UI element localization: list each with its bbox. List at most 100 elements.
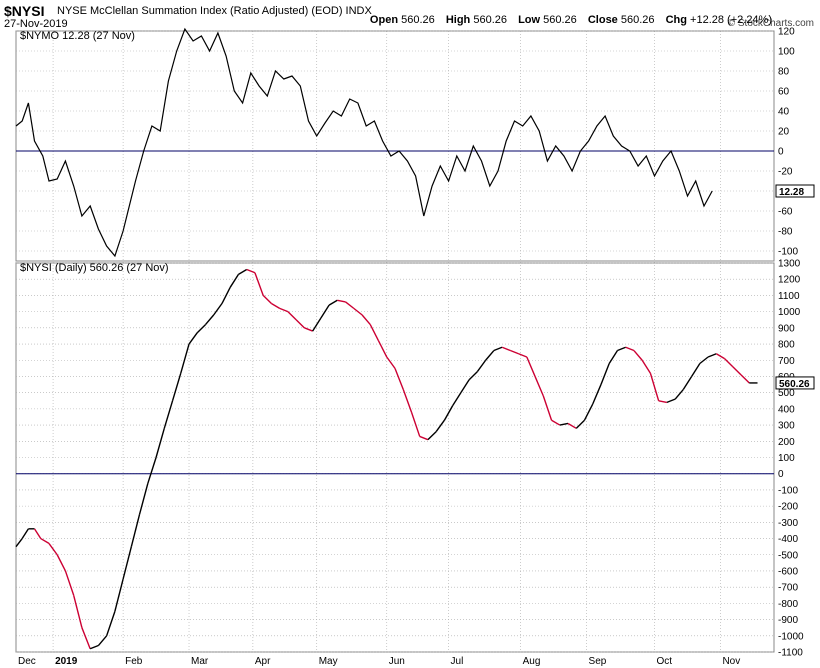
open-quote: Open 560.26	[370, 14, 435, 26]
nysi-series-segment	[608, 350, 619, 364]
nysi-series-segment	[171, 373, 182, 401]
x-tick-label: May	[319, 656, 338, 667]
nysi-series-segment	[493, 346, 503, 352]
nysi-series-segment	[443, 405, 454, 421]
nysi-series-segment	[377, 340, 388, 358]
nysi-series-segment	[122, 546, 133, 580]
nysi-series-segment	[147, 457, 157, 484]
nysi-series-segment	[600, 363, 610, 385]
nysi-series-segment	[649, 373, 660, 401]
x-tick-label: Jul	[451, 656, 464, 667]
y-tick-label: 1000	[778, 307, 801, 318]
nysi-series-segment	[163, 400, 174, 429]
x-tick-label: Dec	[18, 656, 36, 667]
nysi-series-segment	[666, 398, 676, 404]
symbol-title: $NYSI	[4, 3, 45, 19]
y-tick-label: 200	[778, 437, 795, 448]
x-tick-label: Mar	[191, 656, 209, 667]
close-value: 560.26	[620, 14, 655, 26]
nysi-series-segment	[279, 307, 289, 313]
nysi-series-segment	[369, 324, 380, 342]
y-tick-label: 100	[778, 453, 795, 464]
x-tick-label: Sep	[589, 656, 607, 667]
chg-quote: Chg +12.28 (+2.24%)	[666, 14, 772, 26]
nysi-series-segment	[229, 273, 240, 288]
y-tick-label: -200	[778, 502, 798, 513]
nysi-series-segment	[460, 379, 470, 394]
y-tick-label: 100	[778, 47, 795, 58]
nysi-series-segment	[724, 358, 734, 368]
x-tick-label: 2019	[55, 656, 78, 667]
nysi-series-segment	[196, 324, 206, 334]
nysi-series-segment	[542, 395, 553, 421]
nysi-series-segment	[221, 286, 231, 304]
nysi-series-segment	[419, 435, 429, 441]
y-tick-label: 0	[778, 147, 784, 158]
nysi-series-segment	[394, 368, 404, 390]
chart-date: 27-Nov-2019	[4, 18, 68, 30]
nysi-series-segment	[81, 627, 91, 650]
nysi-series-segment	[699, 356, 709, 365]
y-tick-label: -60	[778, 207, 793, 218]
nysi-series-segment	[501, 346, 511, 352]
nysi-series-segment	[567, 422, 577, 429]
y-tick-label: 120	[778, 27, 795, 38]
open-value: 560.26	[401, 14, 435, 26]
y-tick-label: 1300	[778, 259, 801, 270]
y-tick-label: 1100	[778, 291, 800, 302]
nysi-series-segment	[180, 343, 190, 374]
nysi-series-segment	[510, 349, 519, 355]
last-value-label: 560.26	[779, 379, 810, 390]
y-tick-label: 60	[778, 87, 790, 98]
nysi-series-segment	[617, 346, 626, 352]
nysi-series-segment	[312, 317, 322, 332]
y-tick-label: -100	[778, 485, 798, 496]
y-tick-label: 800	[778, 340, 795, 351]
y-tick-label: 20	[778, 127, 790, 138]
brand-watermark: © StockCharts.com	[727, 18, 814, 29]
y-tick-label: 80	[778, 67, 790, 78]
nysi-series-segment	[33, 528, 42, 539]
nysi-series-segment	[715, 353, 725, 360]
low-quote: Low 560.26	[518, 14, 577, 26]
y-tick-label: -20	[778, 167, 793, 178]
last-value-label: 12.28	[779, 187, 804, 198]
y-tick-label: -600	[778, 566, 798, 577]
nysi-series-segment	[287, 311, 297, 321]
nysi-series-segment	[64, 570, 75, 596]
chart-header: $NYSI NYSE McClellan Summation Index (Ra…	[0, 0, 820, 32]
close-quote: Close 560.26	[588, 14, 655, 26]
nysi-series-segment	[246, 268, 256, 274]
y-tick-label: -400	[778, 534, 798, 545]
nysi-series-segment	[583, 403, 594, 421]
nysi-series-segment	[72, 595, 83, 628]
nysi-series-segment	[361, 314, 371, 326]
y-tick-label: 40	[778, 107, 790, 118]
last-value-tag	[775, 184, 815, 198]
nysi-series-segment	[452, 392, 462, 407]
nysi-series-segment	[592, 384, 602, 405]
nysi-series-segment	[658, 400, 668, 404]
nysi-series-segment	[188, 332, 198, 345]
nysi-series-segment	[138, 483, 149, 515]
nysi-series-segment	[48, 542, 58, 556]
nysi-series-segment	[262, 294, 272, 305]
nysi-series-segment	[625, 346, 635, 352]
nysi-series-segment	[97, 635, 108, 646]
nysi-series-segment	[353, 307, 363, 316]
nysi-series-segment	[674, 388, 684, 400]
y-tick-label: 900	[778, 323, 795, 334]
nysi-series-segment	[559, 422, 569, 426]
nysi-series-segment	[691, 363, 701, 377]
nysi-series-segment	[56, 554, 67, 572]
x-tick-label: Feb	[125, 656, 143, 667]
nysi-series-segment	[732, 366, 742, 376]
y-tick-label: -100	[778, 247, 798, 258]
panel-label: $NYMO 12.28 (27 Nov)	[20, 30, 135, 42]
y-tick-label: -900	[778, 615, 798, 626]
nysi-series-segment	[551, 419, 561, 426]
high-quote: High 560.26	[446, 14, 507, 26]
panel-frame	[15, 30, 775, 262]
y-tick-label: -700	[778, 583, 798, 594]
nysi-series-segment	[526, 356, 536, 377]
